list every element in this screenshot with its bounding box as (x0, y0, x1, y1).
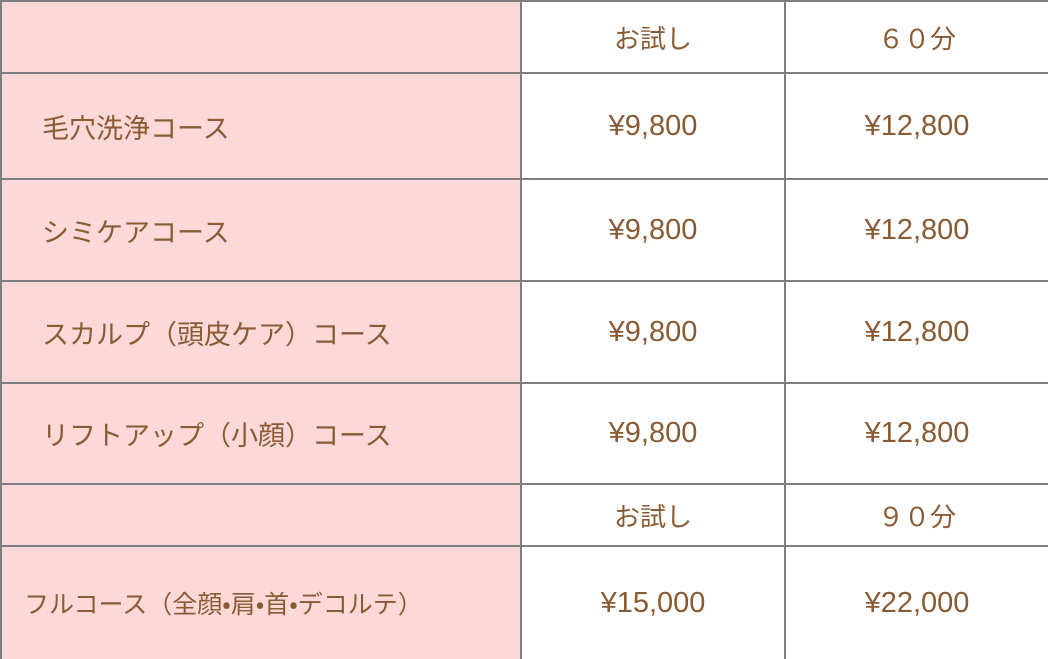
duration-price: ¥22,000 (784, 545, 1048, 659)
table-row: シミケアコース ¥9,800 ¥12,800 (0, 178, 1048, 282)
course-name: フルコース（全顔・肩・首・デコルテ） (0, 545, 522, 659)
course-name: リフトアップ（小顔）コース (0, 382, 522, 485)
section2-header-empty-cell (0, 483, 522, 547)
course-name: 毛穴洗浄コース (0, 72, 522, 180)
section1-header-empty-cell (0, 0, 522, 74)
section2-header-row: お試し ９０分 (0, 483, 1048, 547)
section1-header-duration: ６０分 (784, 0, 1048, 74)
section2-header-duration: ９０分 (784, 483, 1048, 547)
course-name: スカルプ（頭皮ケア）コース (0, 280, 522, 384)
table-row: 毛穴洗浄コース ¥9,800 ¥12,800 (0, 72, 1048, 180)
section1-header-row: お試し ６０分 (0, 0, 1048, 74)
trial-price: ¥9,800 (520, 382, 786, 485)
trial-price: ¥9,800 (520, 280, 786, 384)
duration-price: ¥12,800 (784, 178, 1048, 282)
table-row: スカルプ（頭皮ケア）コース ¥9,800 ¥12,800 (0, 280, 1048, 384)
table-row: リフトアップ（小顔）コース ¥9,800 ¥12,800 (0, 382, 1048, 485)
trial-price: ¥9,800 (520, 178, 786, 282)
section1-header-trial: お試し (520, 0, 786, 74)
section2-header-trial: お試し (520, 483, 786, 547)
table-row: フルコース（全顔・肩・首・デコルテ） ¥15,000 ¥22,000 (0, 545, 1048, 659)
trial-price: ¥15,000 (520, 545, 786, 659)
duration-price: ¥12,800 (784, 72, 1048, 180)
duration-price: ¥12,800 (784, 280, 1048, 384)
course-name: シミケアコース (0, 178, 522, 282)
trial-price: ¥9,800 (520, 72, 786, 180)
duration-price: ¥12,800 (784, 382, 1048, 485)
